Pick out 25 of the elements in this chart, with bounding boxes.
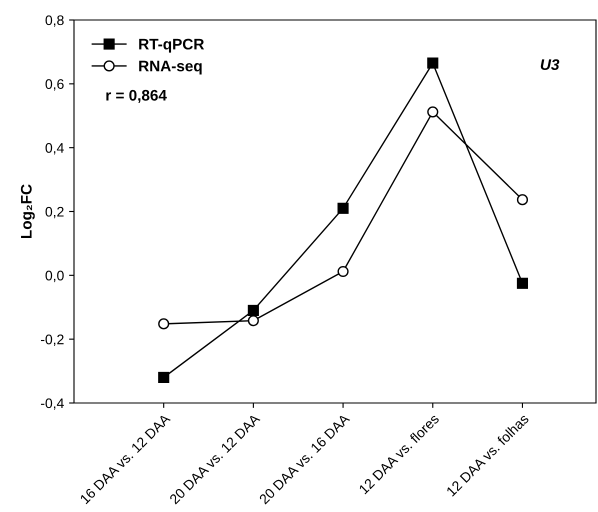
point — [338, 202, 349, 214]
legend-label: RNA-seq — [139, 60, 202, 74]
point — [158, 372, 170, 384]
x-tick-label: 20 DAA vs. 12 DAA — [168, 413, 261, 505]
legend-label: RT-qPCR — [139, 38, 204, 53]
y-tick-label: -0,4 — [40, 398, 64, 410]
point — [516, 194, 528, 206]
point — [248, 304, 259, 316]
x-tick-label: 16 DAA vs. 12 DAA — [80, 413, 171, 504]
y-tick-label: 0,2 — [46, 206, 64, 218]
y-tick-label: 0,4 — [46, 143, 64, 154]
point — [516, 278, 528, 289]
point — [248, 315, 259, 326]
point — [427, 58, 438, 69]
y-axis-title: Log₂FC — [20, 184, 35, 238]
annotation: U3 — [540, 59, 560, 70]
y-tick-label: 0,6 — [46, 79, 64, 91]
annotation: r = 0,864 — [106, 90, 167, 103]
x-tick-label: 20 DAA vs. 16 DAA — [258, 413, 350, 505]
point — [338, 266, 349, 278]
y-tick-label: 0,0 — [46, 270, 64, 282]
y-tick-label: -0,2 — [40, 334, 64, 346]
point — [158, 318, 170, 330]
point — [427, 106, 438, 118]
y-tick-label: 0,8 — [46, 15, 64, 27]
